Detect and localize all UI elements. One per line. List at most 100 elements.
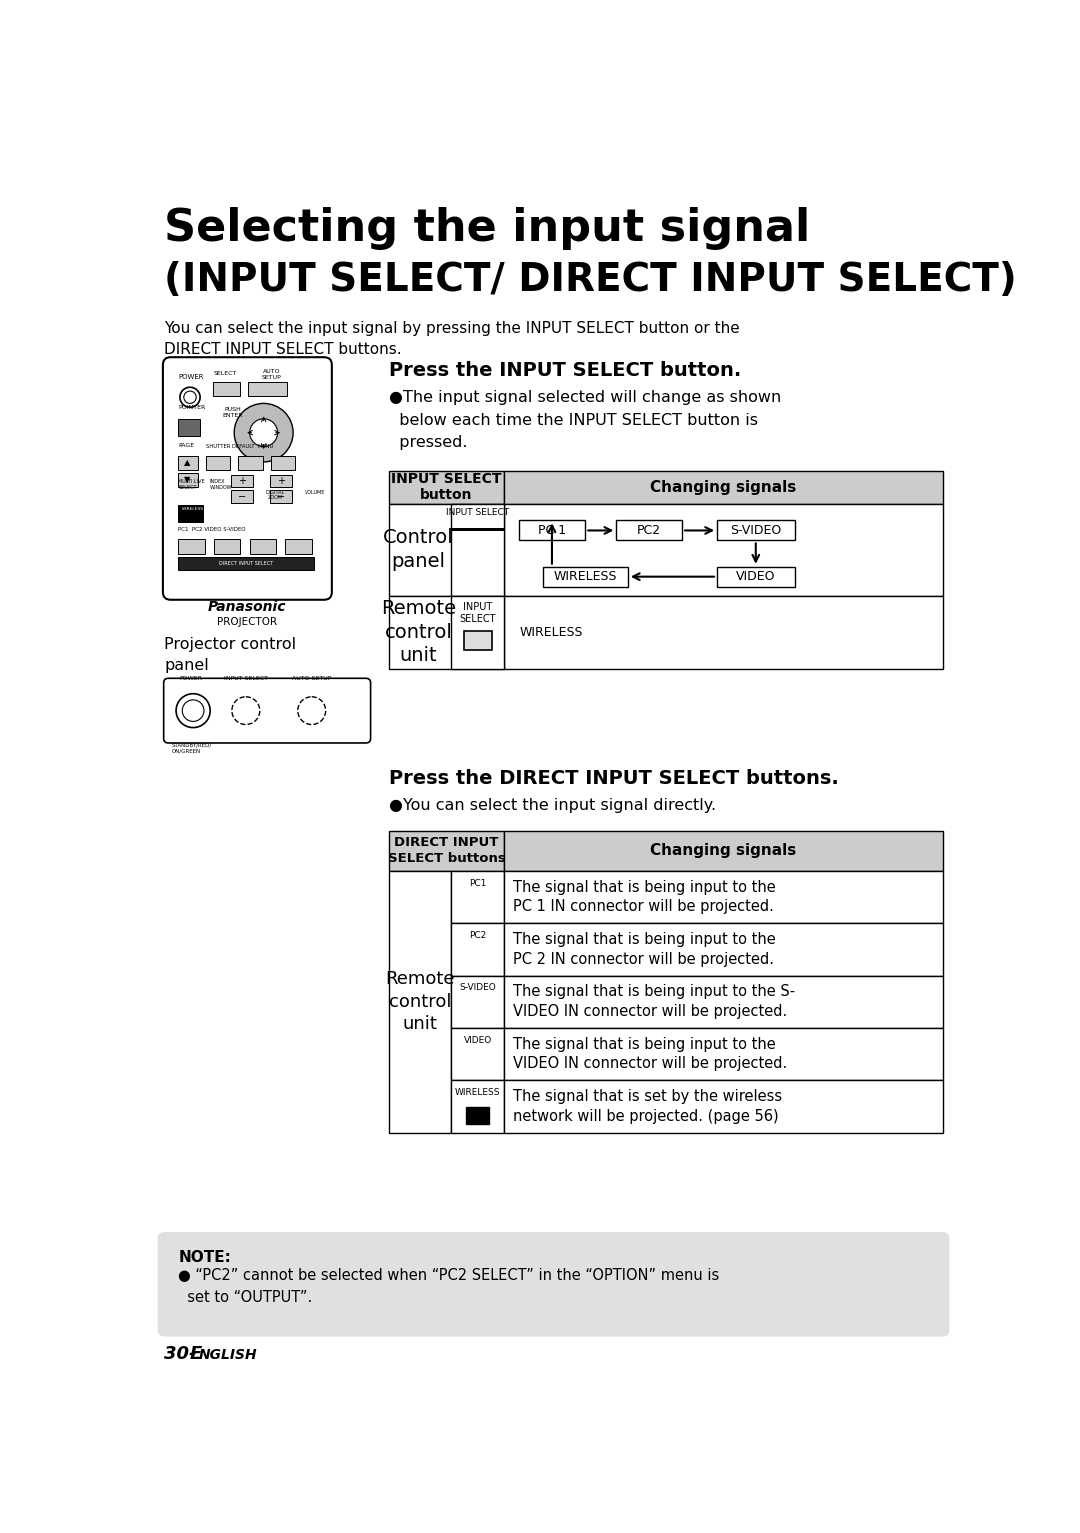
FancyBboxPatch shape	[163, 357, 332, 599]
Bar	[231, 491, 253, 503]
Bar	[249, 540, 276, 555]
Text: −: −	[238, 492, 246, 501]
Bar	[178, 455, 198, 469]
Bar	[238, 455, 262, 469]
Text: The signal that is being input to the
VIDEO IN connector will be projected.: The signal that is being input to the VI…	[513, 1036, 787, 1072]
Text: NOTE:: NOTE:	[178, 1249, 231, 1265]
Text: AUTO SETUP: AUTO SETUP	[292, 676, 332, 681]
Bar	[504, 831, 943, 871]
FancyBboxPatch shape	[463, 895, 491, 917]
Text: 30-: 30-	[164, 1344, 197, 1363]
Text: DIRECT INPUT SELECT: DIRECT INPUT SELECT	[219, 561, 273, 566]
Text: The signal that is being input to the
PC 1 IN connector will be projected.: The signal that is being input to the PC…	[513, 880, 775, 914]
Bar	[451, 529, 504, 532]
Text: PAGE: PAGE	[178, 443, 194, 449]
Text: WIRELESS: WIRELESS	[519, 625, 583, 639]
Bar	[451, 596, 504, 668]
Bar	[542, 567, 627, 587]
Text: WIRELESS: WIRELESS	[554, 570, 617, 583]
Text: −: −	[276, 492, 285, 501]
Bar	[205, 455, 230, 469]
Bar	[270, 491, 292, 503]
Bar	[285, 540, 312, 555]
Circle shape	[234, 403, 293, 461]
Text: Remote
control
unit: Remote control unit	[386, 970, 455, 1033]
Bar	[463, 632, 491, 650]
Text: SELECT: SELECT	[213, 371, 237, 376]
Bar	[519, 520, 585, 541]
Text: Changing signals: Changing signals	[650, 480, 796, 495]
Text: ●You can select the input signal directly.: ●You can select the input signal directl…	[389, 799, 716, 814]
Text: PUSH
ENTER: PUSH ENTER	[222, 408, 243, 419]
Bar	[178, 472, 198, 486]
Text: PC1: PC1	[469, 878, 486, 888]
Bar	[178, 419, 200, 435]
Bar	[270, 475, 292, 487]
FancyBboxPatch shape	[463, 1000, 491, 1021]
Text: You can select the input signal by pressing the INPUT SELECT button or the
DIREC: You can select the input signal by press…	[164, 320, 740, 357]
Circle shape	[459, 543, 496, 579]
Text: WIRELESS: WIRELESS	[183, 506, 204, 510]
Bar	[617, 520, 683, 541]
Bar	[504, 923, 943, 975]
Bar	[178, 540, 205, 555]
Bar	[451, 871, 504, 923]
Text: VIDEO: VIDEO	[737, 570, 775, 583]
Bar	[389, 871, 451, 1133]
Text: ▼: ▼	[185, 475, 191, 484]
Text: The signal that is set by the wireless
network will be projected. (page 56): The signal that is set by the wireless n…	[513, 1088, 782, 1124]
Bar	[717, 567, 795, 587]
Text: INDEX
WINDOW: INDEX WINDOW	[210, 478, 232, 489]
Bar	[451, 1081, 504, 1133]
Text: Panasonic: Panasonic	[208, 599, 286, 613]
Bar	[178, 558, 314, 570]
FancyBboxPatch shape	[463, 1053, 491, 1075]
FancyBboxPatch shape	[463, 947, 491, 969]
Text: E: E	[189, 1344, 202, 1363]
Text: POINTER: POINTER	[178, 405, 205, 409]
Bar	[231, 475, 253, 487]
Bar	[504, 1029, 943, 1081]
Circle shape	[232, 698, 260, 725]
Bar	[271, 455, 296, 469]
Bar	[389, 831, 504, 871]
Text: Projector control
panel: Projector control panel	[164, 636, 297, 673]
Text: (INPUT SELECT/ DIRECT INPUT SELECT): (INPUT SELECT/ DIRECT INPUT SELECT)	[164, 261, 1017, 299]
Bar	[248, 382, 287, 396]
Text: Press the INPUT SELECT button.: Press the INPUT SELECT button.	[389, 362, 742, 380]
Text: INPUT
SELECT: INPUT SELECT	[459, 602, 496, 624]
Text: PC2: PC2	[637, 524, 661, 537]
Text: Remote
control
unit: Remote control unit	[381, 599, 456, 665]
Text: PROJECTOR: PROJECTOR	[217, 616, 278, 627]
Text: +: +	[238, 477, 246, 486]
Text: Control
panel: Control panel	[383, 529, 454, 570]
Text: S-VIDEO: S-VIDEO	[730, 524, 782, 537]
Text: INPUT SELECT
button: INPUT SELECT button	[391, 472, 502, 503]
Text: +: +	[276, 477, 285, 486]
Text: The signal that is being input to the
PC 2 IN connector will be projected.: The signal that is being input to the PC…	[513, 932, 775, 967]
Text: INPUT SELECT: INPUT SELECT	[224, 676, 268, 681]
Text: POWER: POWER	[179, 676, 202, 681]
Circle shape	[184, 391, 197, 403]
Bar	[213, 382, 241, 396]
Bar	[214, 540, 241, 555]
Circle shape	[176, 694, 211, 728]
Bar	[389, 471, 504, 503]
Bar	[451, 1029, 504, 1081]
Text: ▲: ▲	[185, 458, 191, 468]
Text: NGLISH: NGLISH	[199, 1348, 257, 1363]
Bar	[504, 503, 943, 596]
Circle shape	[465, 550, 489, 573]
Bar	[504, 1081, 943, 1133]
Text: DIGITAL
ZOOM: DIGITAL ZOOM	[266, 489, 285, 500]
Text: Changing signals: Changing signals	[650, 843, 796, 858]
Circle shape	[183, 701, 204, 722]
Text: The signal that is being input to the S-
VIDEO IN connector will be projected.: The signal that is being input to the S-…	[513, 984, 795, 1019]
Text: ●The input signal selected will change as shown
  below each time the INPUT SELE: ●The input signal selected will change a…	[389, 391, 782, 449]
Bar	[504, 975, 943, 1029]
Bar	[389, 596, 504, 668]
Text: AUTO
SETUP: AUTO SETUP	[261, 369, 281, 380]
Bar	[451, 975, 504, 1029]
Text: SHUTTER DEFAULT  MENU: SHUTTER DEFAULT MENU	[205, 445, 273, 449]
Text: ● “PC2” cannot be selected when “PC2 SELECT” in the “OPTION” menu is
  set to “O: ● “PC2” cannot be selected when “PC2 SEL…	[178, 1268, 719, 1305]
